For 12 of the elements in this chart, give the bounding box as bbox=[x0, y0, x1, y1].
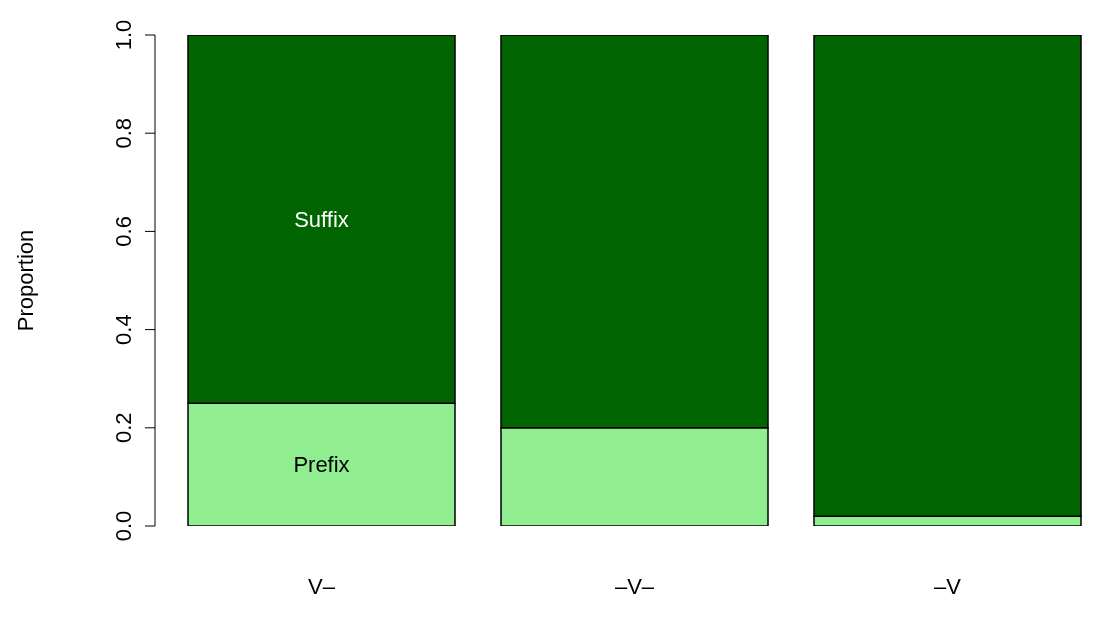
y-tick-label: 0.8 bbox=[111, 117, 136, 149]
y-tick-label: 0.4 bbox=[111, 314, 136, 345]
y-tick-label: 0.6 bbox=[111, 216, 136, 247]
x-tick-label: –V bbox=[934, 574, 962, 599]
x-tick-label: V– bbox=[308, 574, 336, 599]
y-tick-label: 1.0 bbox=[111, 19, 136, 51]
y-tick-label: 0.2 bbox=[111, 412, 136, 444]
series-label: Prefix bbox=[293, 452, 350, 478]
series-label: Suffix bbox=[294, 206, 349, 232]
y-axis-title: Proportion bbox=[12, 229, 38, 332]
y-tick-label: 0.0 bbox=[111, 510, 136, 542]
x-tick-label: –V– bbox=[614, 574, 655, 599]
